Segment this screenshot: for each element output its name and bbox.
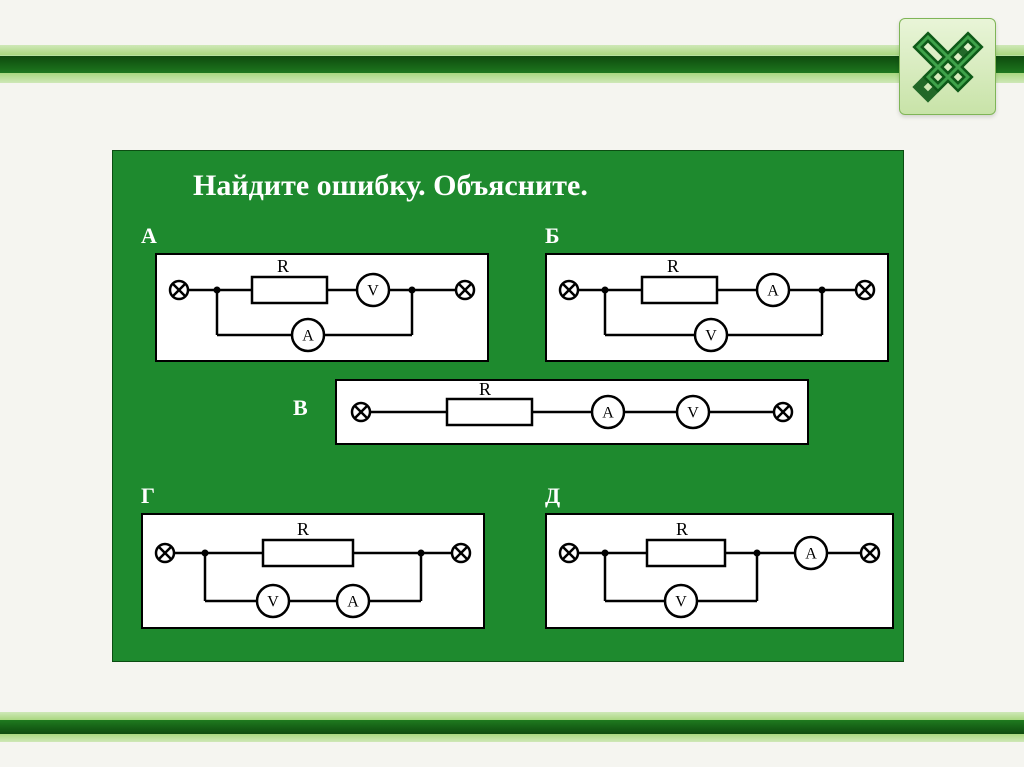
circuit-v: R A V xyxy=(335,379,809,445)
circuit-d: R A V xyxy=(545,513,894,629)
voltmeter-label: V xyxy=(675,594,687,611)
ammeter-label: A xyxy=(767,283,779,300)
top-decorative-bar xyxy=(0,45,1024,83)
slide-title: Найдите ошибку. Объясните. xyxy=(193,169,588,203)
ammeter-label: A xyxy=(805,546,817,563)
label-d: Д xyxy=(545,483,560,509)
bbar-light-top xyxy=(0,712,1024,720)
celtic-knot-icon xyxy=(910,29,986,105)
corner-logo xyxy=(899,18,996,115)
label-b: Б xyxy=(545,223,560,249)
ammeter-label: A xyxy=(347,594,359,611)
resistor-label: R xyxy=(277,256,289,276)
bbar-dark xyxy=(0,720,1024,734)
ammeter-label: A xyxy=(602,405,614,422)
resistor-label: R xyxy=(479,381,491,399)
voltmeter-label: V xyxy=(267,594,279,611)
voltmeter-label: V xyxy=(687,405,699,422)
bbar-light-bottom xyxy=(0,734,1024,742)
label-a: А xyxy=(141,223,157,249)
resistor-label: R xyxy=(676,519,688,539)
circuit-a: R V A xyxy=(155,253,489,362)
bottom-decorative-bar xyxy=(0,712,1024,742)
bar-light-top xyxy=(0,45,1024,55)
label-v: В xyxy=(293,395,308,421)
label-g: Г xyxy=(141,483,155,509)
ammeter-label: A xyxy=(302,328,314,345)
resistor-label: R xyxy=(297,519,309,539)
voltmeter-label: V xyxy=(705,328,717,345)
content-panel: Найдите ошибку. Объясните. А Б В Г Д R V xyxy=(112,150,904,662)
resistor-label: R xyxy=(667,256,679,276)
voltmeter-label: V xyxy=(367,283,379,300)
circuit-g: R V A xyxy=(141,513,485,629)
circuit-b: R A V xyxy=(545,253,889,362)
bar-light-bottom xyxy=(0,73,1024,83)
